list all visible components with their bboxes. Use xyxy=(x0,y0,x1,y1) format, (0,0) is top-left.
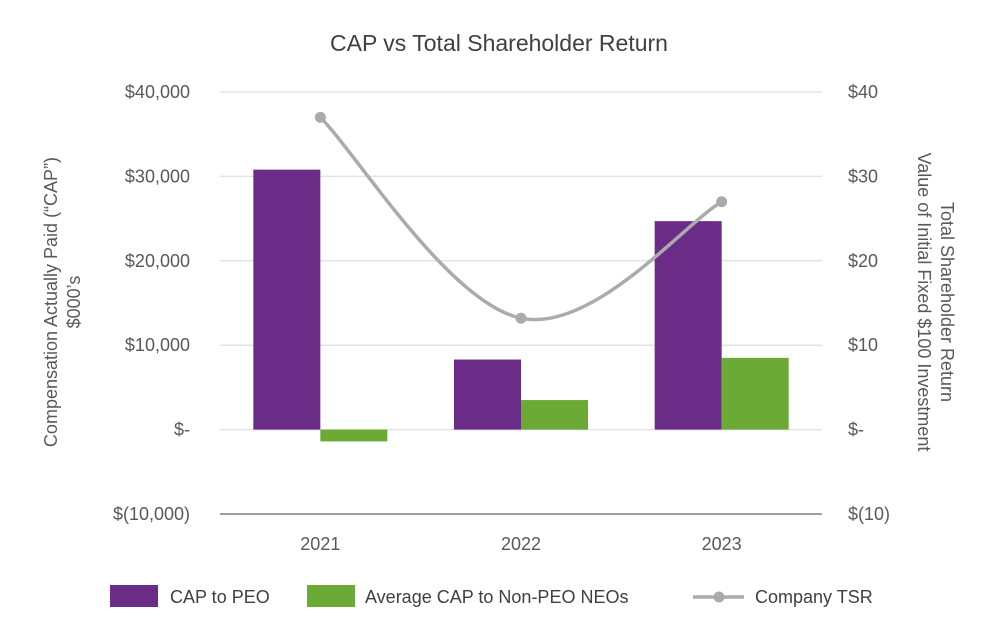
right-tick-label: $20 xyxy=(848,251,878,271)
bar-cap-to-peo-2021 xyxy=(253,169,321,430)
legend: CAP to PEO Average CAP to Non-PEO NEOs C… xyxy=(110,585,873,607)
right-axis-label-line2: Value of Initial Fixed $100 Investment xyxy=(914,153,934,452)
chart-title: CAP vs Total Shareholder Return xyxy=(330,30,668,56)
legend-swatch-average-cap xyxy=(307,585,355,607)
left-tick-label: $40,000 xyxy=(125,82,190,102)
tsr-point-2023 xyxy=(716,196,728,208)
left-tick-label: $(10,000) xyxy=(113,504,190,524)
right-axis-ticks: $40 $30 $20 $10 $- $(10) xyxy=(848,82,890,524)
left-tick-label: $- xyxy=(174,420,190,440)
left-tick-label: $30,000 xyxy=(125,166,190,186)
right-axis-label-line1: Total Shareholder Return xyxy=(937,202,957,402)
right-tick-label: $10 xyxy=(848,335,878,355)
bar-average-cap-to-non-peo-neos-2023 xyxy=(721,357,789,430)
x-tick-label: 2021 xyxy=(300,534,340,554)
legend-swatch-cap-to-peo xyxy=(110,585,158,607)
legend-label-cap-to-peo: CAP to PEO xyxy=(170,587,270,607)
right-tick-label: $(10) xyxy=(848,504,890,524)
tsr-line xyxy=(314,111,728,324)
left-axis-label-line2: $000’s xyxy=(64,276,84,329)
bar-cap-to-peo-2023 xyxy=(654,221,722,430)
right-tick-label: $- xyxy=(848,420,864,440)
left-axis-label-line1: Compensation Actually Paid (“CAP”) xyxy=(41,157,61,447)
left-tick-label: $10,000 xyxy=(125,335,190,355)
bar-cap-to-peo-2022 xyxy=(454,359,521,430)
left-tick-label: $20,000 xyxy=(125,251,190,271)
bar-average-cap-to-non-peo-neos-2021 xyxy=(320,429,388,442)
x-tick-label: 2023 xyxy=(702,534,742,554)
tsr-point-2021 xyxy=(314,111,326,123)
legend-label-company-tsr: Company TSR xyxy=(755,587,873,607)
left-axis-ticks: $40,000 $30,000 $20,000 $10,000 $- $(10,000) xyxy=(113,82,190,524)
legend-marker-company-tsr xyxy=(713,591,725,603)
legend-label-average-cap: Average CAP to Non-PEO NEOs xyxy=(365,587,628,607)
right-tick-label: $30 xyxy=(848,166,878,186)
tsr-point-2022 xyxy=(515,312,527,324)
x-tick-label: 2022 xyxy=(501,534,541,554)
bars xyxy=(253,169,789,442)
bar-average-cap-to-non-peo-neos-2022 xyxy=(521,400,588,430)
x-axis-ticks: 2021 2022 2023 xyxy=(300,534,741,554)
right-tick-label: $40 xyxy=(848,82,878,102)
